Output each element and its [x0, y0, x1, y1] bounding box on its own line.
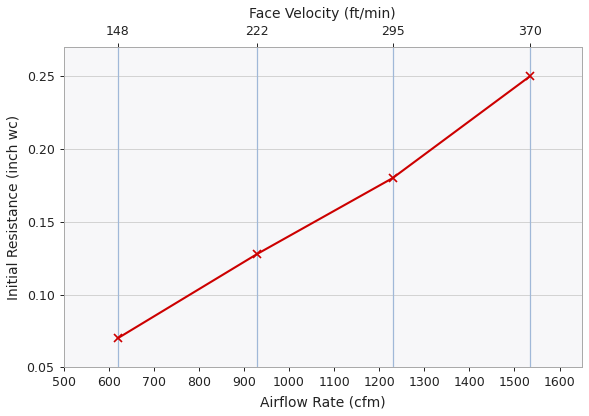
Y-axis label: Initial Resistance (inch wc): Initial Resistance (inch wc) — [7, 115, 21, 300]
X-axis label: Airflow Rate (cfm): Airflow Rate (cfm) — [260, 395, 386, 409]
X-axis label: Face Velocity (ft/min): Face Velocity (ft/min) — [250, 7, 396, 21]
